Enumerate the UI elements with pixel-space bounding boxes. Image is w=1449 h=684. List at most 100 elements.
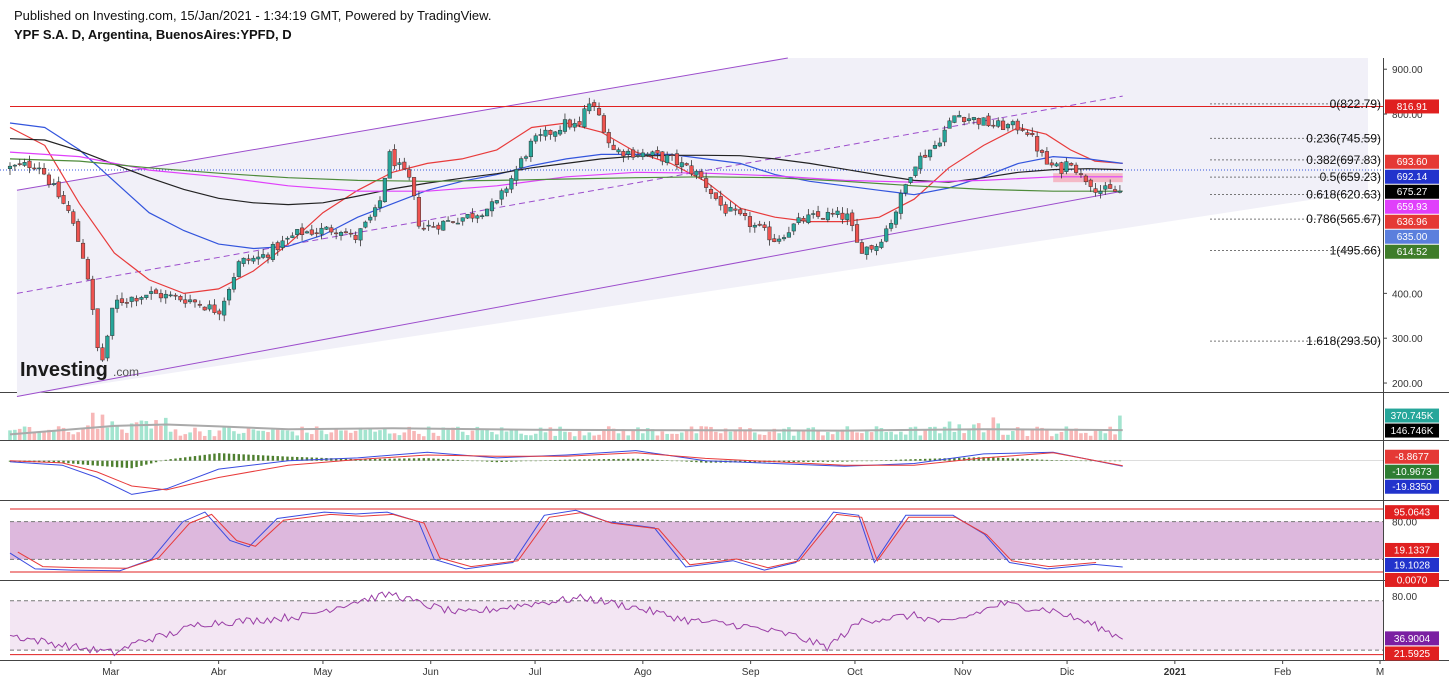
macd-hist-bar: [1089, 460, 1092, 462]
rsi-tag-1: [1385, 646, 1439, 661]
candle-body-30: [153, 289, 159, 294]
volume-bar-227: [1113, 434, 1117, 440]
candle-body-173: [850, 212, 855, 226]
volume-bar-153: [753, 432, 757, 440]
macd-hist-bar: [42, 460, 46, 463]
macd-hist-bar: [1026, 459, 1029, 461]
volume-bar-60: [300, 426, 304, 440]
volume-bar-28: [144, 421, 149, 440]
investing-logo: Investing .com: [20, 359, 139, 381]
macd-hist-bar: [899, 459, 903, 461]
macd-hist-bar: [914, 459, 917, 461]
candle-body-132: [650, 151, 655, 156]
macd-hist-bar: [344, 458, 348, 461]
macd-hist-bar: [286, 456, 289, 461]
volume-bar-22: [115, 425, 119, 440]
candle-body-28: [144, 294, 149, 298]
candle-body-169: [830, 212, 835, 215]
macd-hist-bar: [101, 460, 104, 467]
stoch-tag-label-3: 0.0070: [1397, 575, 1428, 586]
volume-bar-149: [733, 430, 738, 440]
volume-tag-1: [1385, 423, 1439, 438]
macd-hist-bar: [670, 460, 674, 462]
stoch-tag-3: [1385, 572, 1439, 587]
macd-hist-bar: [563, 459, 567, 461]
volume-bar-12: [66, 431, 71, 440]
macd-hist-bar: [1040, 459, 1044, 461]
macd-hist-bar: [846, 460, 849, 462]
volume-bar-77: [383, 428, 387, 440]
pink-zone: [1053, 173, 1123, 183]
macd-tag-label-1: -10.9673: [1392, 467, 1432, 478]
candle-body-51: [256, 256, 261, 260]
macd-hist-bar: [831, 460, 834, 462]
volume-bar-208: [1020, 429, 1025, 440]
candle-body-82: [407, 169, 412, 178]
candle-body-199: [976, 118, 981, 125]
candle-body-46: [231, 277, 236, 290]
macd-hist-bar: [1070, 460, 1073, 461]
macd-hist-bar: [661, 460, 664, 461]
volume-bar-161: [791, 435, 796, 440]
candle-body-183: [898, 193, 903, 214]
macd-hist-bar: [919, 458, 922, 461]
candle-body-159: [781, 237, 787, 240]
macd-hist-bar: [247, 454, 250, 461]
candle-body-59: [295, 229, 300, 235]
volume-bar-190: [933, 426, 937, 440]
candle-body-106: [523, 156, 529, 159]
candle-body-18: [95, 308, 100, 348]
volume-bar-57: [285, 430, 290, 440]
candle-body-85: [421, 227, 426, 230]
volume-bar-199: [976, 423, 981, 440]
candle-body-179: [879, 241, 884, 248]
volume-bar-96: [475, 426, 480, 440]
rsi-tick-label-0: 80.00: [1392, 592, 1417, 603]
volume-bar-44: [222, 426, 226, 440]
volume-bar-172: [845, 426, 850, 440]
volume-bar-110: [543, 432, 548, 440]
time-label-9: Dic: [1060, 667, 1074, 678]
volume-bar-150: [738, 427, 743, 440]
price-tick-label-3: 300.00: [1392, 334, 1423, 345]
candle-body-104: [514, 169, 519, 181]
candle-body-197: [966, 118, 972, 121]
macd-hist-bar: [685, 460, 688, 462]
candle-body-6: [37, 167, 42, 170]
volume-bar-118: [582, 435, 587, 440]
macd-hist-bar: [592, 459, 596, 461]
candle-body-76: [377, 200, 383, 208]
volume-bar-10: [56, 426, 61, 440]
macd-hist-bar: [923, 458, 927, 461]
candle-body-116: [572, 123, 577, 128]
macd-hist-bar: [52, 460, 56, 463]
macd-hist-bar: [1074, 460, 1078, 461]
volume-pane: 370.745K 146.746K: [8, 408, 1439, 440]
price-pane[interactable]: 0(822.79) 0.236(745.59) 0.382(697.83) 0.5(6…: [0, 57, 1383, 397]
volume-bar-63: [314, 426, 319, 440]
volume-bar-119: [587, 432, 592, 440]
volume-bar-189: [928, 426, 932, 440]
volume-bar-130: [641, 433, 645, 440]
volume-bar-154: [757, 434, 762, 440]
candle-body-3: [22, 162, 27, 166]
candle-body-41: [207, 304, 212, 310]
macd-hist-bar: [529, 460, 533, 462]
volume-bar-82: [407, 426, 411, 440]
volume-bar-113: [558, 426, 562, 440]
candle-body-121: [596, 108, 602, 116]
candle-body-175: [859, 242, 864, 254]
macd-hist-bar: [125, 460, 129, 468]
macd-hist-bar: [388, 458, 391, 461]
candle-body-43: [217, 310, 222, 315]
volume-bar-156: [767, 431, 772, 440]
candle-body-151: [743, 213, 748, 216]
candle-body-36: [183, 299, 188, 304]
volume-bar-206: [1011, 431, 1015, 440]
macd-line: [9, 450, 1123, 495]
volume-bar-132: [650, 429, 655, 440]
volume-tag-0: [1385, 408, 1439, 423]
macd-hist-bar: [524, 460, 528, 462]
candle-body-34: [173, 294, 178, 297]
